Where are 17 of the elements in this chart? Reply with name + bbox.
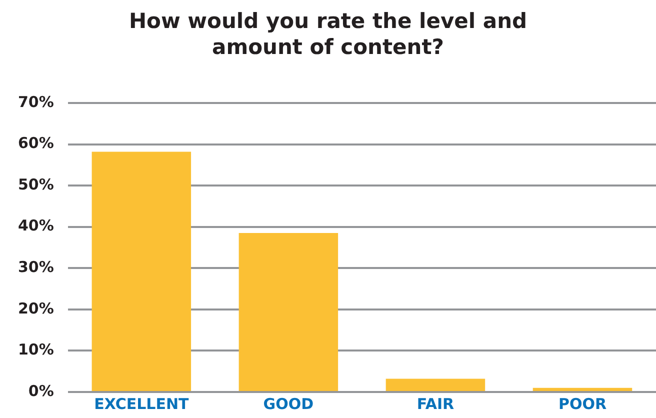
- bar: [532, 388, 632, 391]
- y-tick-label: 30%: [18, 258, 54, 276]
- y-tick-label: 60%: [18, 134, 54, 152]
- bar: [92, 152, 192, 391]
- x-tick-label: GOOD: [263, 394, 314, 413]
- x-tick-label: EXCELLENT: [94, 394, 190, 413]
- y-tick-label: 70%: [18, 92, 54, 111]
- bar: [386, 378, 486, 391]
- bar: [238, 233, 338, 391]
- chart-title: How would you rate the level and amount of content?: [128, 8, 528, 60]
- x-tick-label: POOR: [558, 394, 607, 413]
- x-tick-label: FAIR: [416, 394, 455, 413]
- y-tick-label: 50%: [18, 175, 54, 194]
- y-tick-label: 40%: [18, 216, 54, 235]
- y-tick-label: 0%: [28, 382, 54, 400]
- y-tick-label: 10%: [18, 340, 54, 359]
- y-tick-label: 20%: [18, 299, 54, 318]
